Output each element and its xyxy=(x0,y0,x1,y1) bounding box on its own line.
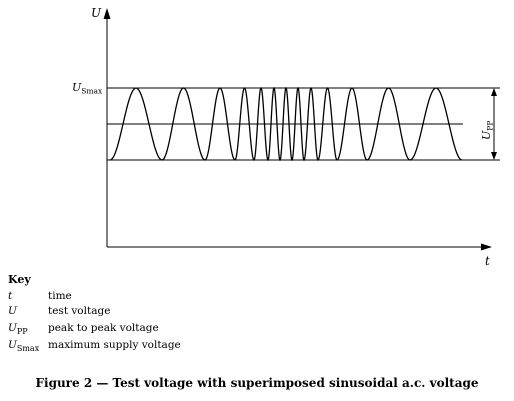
x-axis-arrowhead xyxy=(481,243,492,251)
key-row-test-voltage: U test voltage xyxy=(8,305,110,317)
y-axis-arrowhead xyxy=(103,8,111,19)
key-description: maximum supply voltage xyxy=(48,339,181,351)
key-title: Key xyxy=(8,273,31,286)
key-description: time xyxy=(48,290,72,302)
key-symbol: U xyxy=(8,305,17,317)
key-symbol: UPP xyxy=(8,322,28,337)
test-voltage-waveform xyxy=(109,86,463,162)
key-symbol: USmax xyxy=(8,339,40,354)
upp-arrowhead-top xyxy=(491,88,497,96)
key-description: test voltage xyxy=(48,305,111,317)
key-row-time: t time xyxy=(8,290,72,302)
key-row-upp: UPP peak to peak voltage xyxy=(8,322,159,336)
figure-caption: Figure 2 — Test voltage with superimpose… xyxy=(35,376,479,390)
upp-label: UPP xyxy=(480,121,495,140)
y-axis-label: U xyxy=(91,6,102,20)
key-symbol: t xyxy=(8,290,13,302)
upp-arrowhead-bottom xyxy=(491,152,497,160)
key-row-usmax: USmax maximum supply voltage xyxy=(8,339,181,353)
key-description: peak to peak voltage xyxy=(48,322,159,334)
test-voltage-diagram: U t USmax UPP xyxy=(72,6,500,268)
usmax-label: USmax xyxy=(72,81,103,96)
x-axis-label: t xyxy=(485,254,490,268)
